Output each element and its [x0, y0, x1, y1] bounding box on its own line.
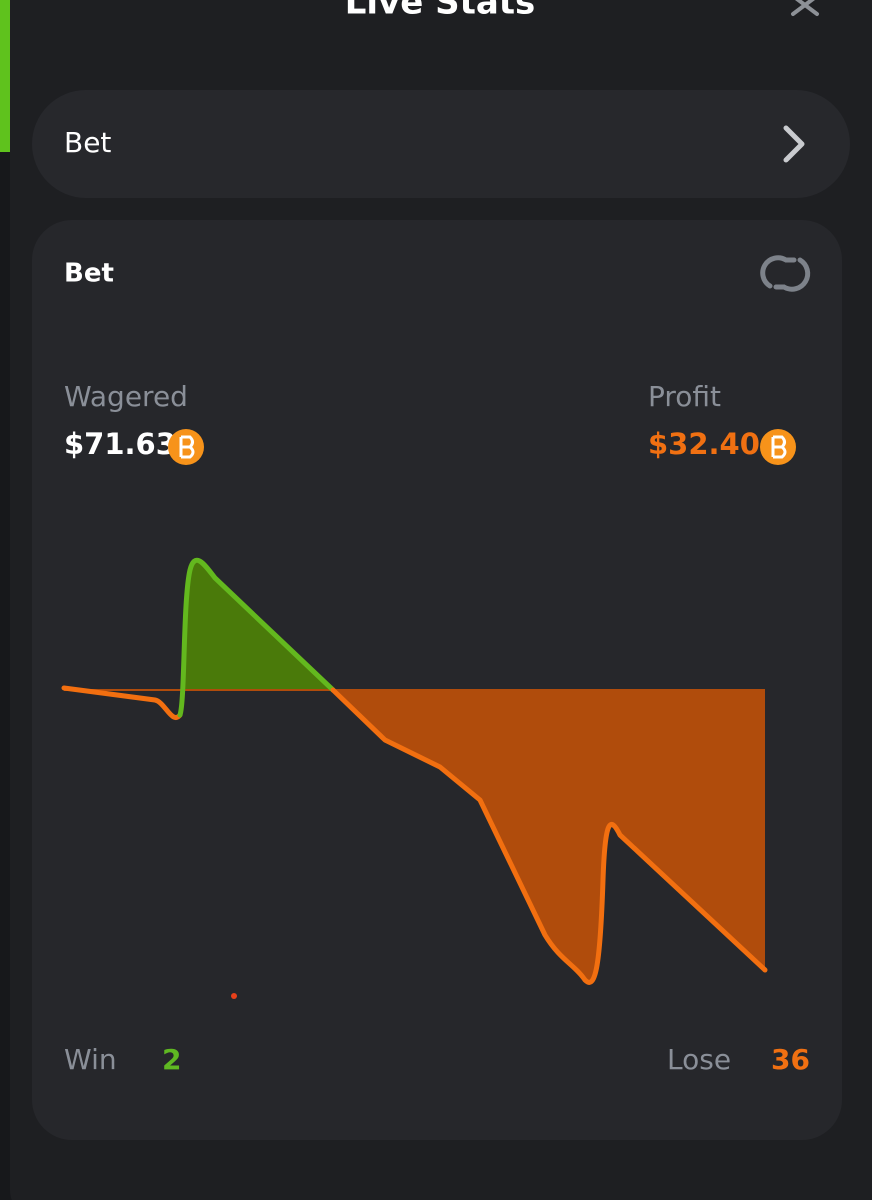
card-title: Bet	[64, 259, 114, 289]
profit-label: Profit	[648, 380, 721, 413]
refresh-arc	[760, 255, 797, 289]
wagered-value: $71.63	[64, 427, 176, 461]
win-label: Win	[64, 1043, 117, 1076]
profit-value: $32.40	[648, 427, 760, 461]
loss-area	[333, 690, 765, 983]
panel-title: Live Stats	[345, 0, 536, 23]
lose-count: 36	[771, 1043, 810, 1076]
stats-card	[32, 220, 842, 1140]
btc-glyph	[179, 435, 195, 459]
chevron	[783, 125, 805, 163]
close-button[interactable]	[791, 0, 819, 16]
profit-line	[61, 685, 183, 720]
side-accent	[0, 0, 10, 152]
selector-background	[32, 90, 850, 198]
lose-label: Lose	[667, 1043, 731, 1076]
wagered-label: Wagered	[64, 380, 188, 413]
btc-glyph	[771, 435, 787, 459]
btc-icon	[168, 429, 204, 465]
btc-icon	[760, 429, 796, 465]
win-count: 2	[162, 1043, 181, 1076]
profit-line	[177, 557, 336, 718]
bet-selector[interactable]: Bet	[32, 90, 850, 198]
selector-label: Bet	[64, 126, 111, 159]
profit-graph	[61, 557, 768, 999]
dot	[231, 993, 237, 999]
refresh-button[interactable]	[760, 255, 811, 292]
refresh-arc	[773, 257, 811, 292]
profit-line	[330, 687, 768, 985]
